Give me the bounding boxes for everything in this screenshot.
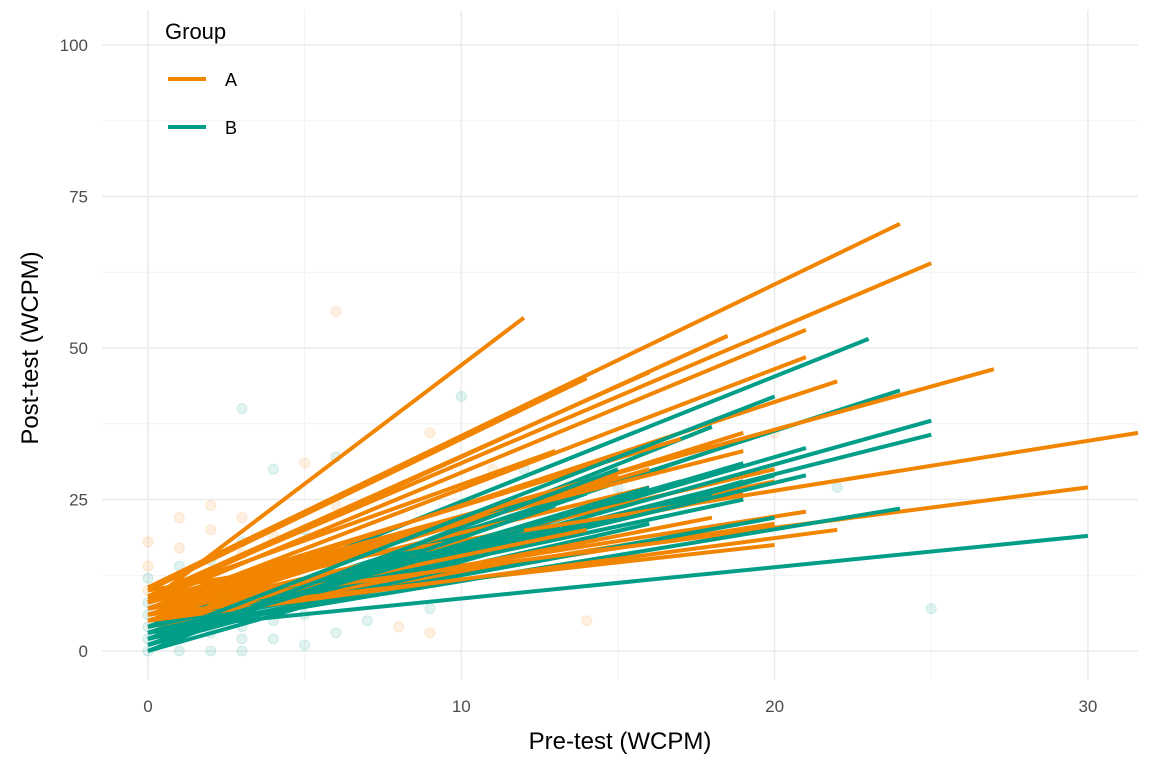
regression-line-a: [147, 261, 933, 599]
legend: Group A B: [165, 19, 237, 138]
regression-line-a: [147, 376, 588, 593]
x-tick-label: 30: [1078, 697, 1097, 716]
data-point: [267, 633, 279, 645]
data-point: [142, 572, 154, 584]
y-axis-title: Post-test (WCPM): [17, 251, 44, 444]
legend-title: Group: [165, 19, 226, 44]
y-tick-label: 100: [60, 36, 88, 55]
data-point: [925, 603, 937, 615]
regression-line-a: [147, 327, 807, 605]
data-point: [330, 627, 342, 639]
x-tick-label: 0: [143, 697, 152, 716]
data-point: [205, 524, 217, 536]
y-tick-label: 25: [69, 491, 88, 510]
data-point: [236, 403, 248, 415]
data-point: [455, 390, 467, 402]
data-point: [361, 615, 373, 627]
data-point: [142, 560, 154, 572]
data-point: [330, 306, 342, 318]
regression-line-b: [179, 533, 1089, 629]
data-point: [236, 645, 248, 657]
regression-line-a: [147, 370, 651, 599]
data-point: [236, 512, 248, 524]
x-tick-label: 20: [765, 697, 784, 716]
data-point: [299, 639, 311, 651]
data-point: [393, 621, 405, 633]
data-point: [299, 457, 311, 469]
data-point: [205, 500, 217, 512]
data-point: [581, 615, 593, 627]
legend-label-a: A: [225, 70, 237, 90]
regression-line-a: [147, 355, 807, 611]
regression-line-b: [147, 527, 525, 641]
data-point: [267, 463, 279, 475]
data-point: [173, 645, 185, 657]
x-tick-label: 10: [452, 697, 471, 716]
data-point: [142, 536, 154, 548]
regression-line-b: [147, 394, 776, 641]
data-point: [236, 633, 248, 645]
data-point: [424, 603, 436, 615]
data-point: [173, 542, 185, 554]
x-axis-title: Pre-test (WCPM): [529, 728, 712, 755]
lines-layer: [146, 221, 1139, 653]
legend-label-b: B: [225, 118, 237, 138]
y-tick-label: 75: [69, 188, 88, 207]
y-tick-label: 0: [79, 642, 88, 661]
regression-line-a: [147, 221, 901, 590]
y-tick-label: 50: [69, 339, 88, 358]
data-point: [831, 481, 843, 493]
data-point: [205, 645, 217, 657]
data-point: [424, 427, 436, 439]
tick-labels: 0 10 20 30 0 25 50 75 100: [60, 36, 1098, 716]
data-point: [424, 627, 436, 639]
data-point: [173, 512, 185, 524]
